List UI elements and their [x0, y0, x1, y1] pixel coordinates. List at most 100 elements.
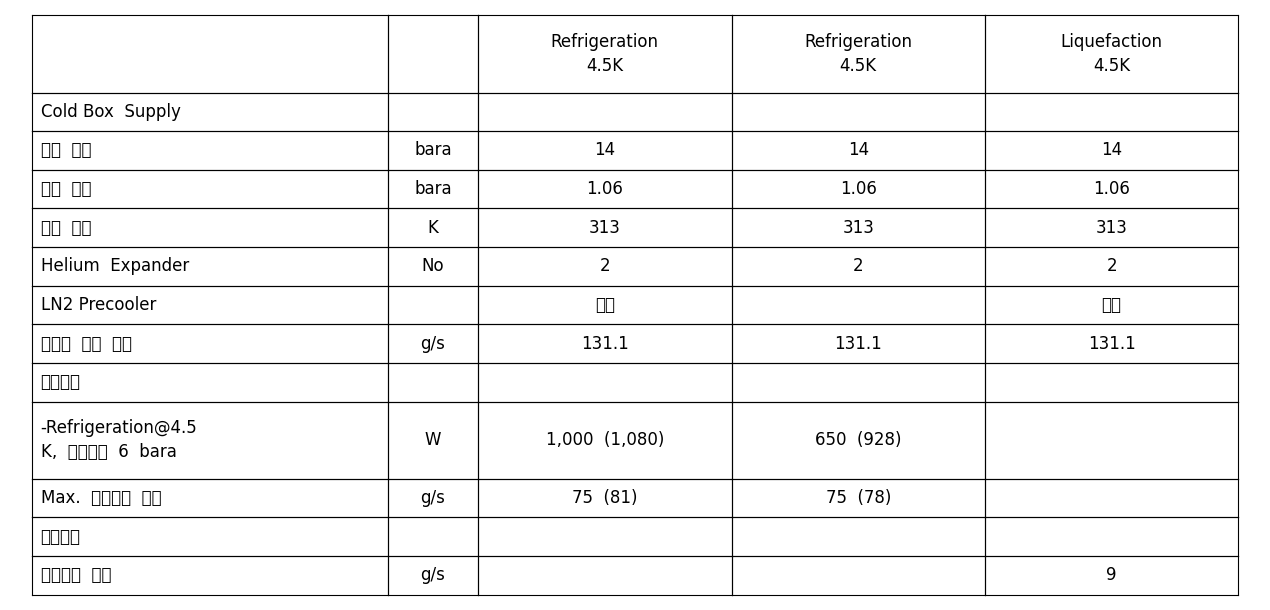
Bar: [986, 15, 1238, 93]
Text: 75  (81): 75 (81): [572, 489, 638, 507]
Bar: [732, 517, 986, 556]
Text: 사용: 사용: [594, 296, 615, 314]
Text: 131.1: 131.1: [1087, 335, 1135, 353]
Text: 313: 313: [842, 219, 874, 237]
Bar: [32, 517, 387, 556]
Text: 공급  압력: 공급 압력: [41, 142, 91, 159]
Bar: [986, 325, 1238, 363]
Bar: [32, 131, 387, 170]
Bar: [986, 93, 1238, 131]
Text: 9: 9: [1106, 567, 1116, 584]
Bar: [732, 479, 986, 517]
Bar: [478, 401, 732, 479]
Bar: [387, 363, 478, 401]
Text: Liquefaction
4.5K: Liquefaction 4.5K: [1060, 33, 1162, 74]
Bar: [387, 401, 478, 479]
Bar: [478, 556, 732, 595]
Bar: [478, 517, 732, 556]
Text: W: W: [424, 431, 441, 449]
Bar: [32, 247, 387, 285]
Bar: [732, 247, 986, 285]
Text: 313: 313: [589, 219, 621, 237]
Text: Helium  Expander: Helium Expander: [41, 257, 189, 275]
Bar: [986, 131, 1238, 170]
Bar: [32, 363, 387, 401]
Text: 650  (928): 650 (928): [815, 431, 902, 449]
Bar: [732, 285, 986, 325]
Text: 공급  온도: 공급 온도: [41, 219, 91, 237]
Bar: [986, 209, 1238, 247]
Text: bara: bara: [414, 142, 452, 159]
Text: g/s: g/s: [420, 567, 446, 584]
Bar: [478, 93, 732, 131]
Text: 75  (78): 75 (78): [826, 489, 890, 507]
Bar: [387, 517, 478, 556]
Bar: [986, 479, 1238, 517]
Text: 2: 2: [599, 257, 610, 275]
Text: 액화성능: 액화성능: [41, 528, 80, 546]
Text: 냉동성능: 냉동성능: [41, 373, 80, 391]
Text: 1.06: 1.06: [839, 180, 876, 198]
Text: -Refrigeration@4.5
K,  공급압력  6  bara: -Refrigeration@4.5 K, 공급압력 6 bara: [41, 420, 197, 461]
Bar: [32, 401, 387, 479]
Text: 313: 313: [1096, 219, 1128, 237]
Bar: [32, 556, 387, 595]
Bar: [732, 15, 986, 93]
Bar: [32, 285, 387, 325]
Text: 131.1: 131.1: [580, 335, 629, 353]
Text: No: No: [422, 257, 444, 275]
Bar: [986, 517, 1238, 556]
Bar: [32, 93, 387, 131]
Text: 2: 2: [1106, 257, 1116, 275]
Bar: [732, 209, 986, 247]
Bar: [387, 131, 478, 170]
Bar: [387, 209, 478, 247]
Bar: [732, 556, 986, 595]
Text: 사용: 사용: [1101, 296, 1121, 314]
Text: Cold Box  Supply: Cold Box Supply: [41, 103, 180, 121]
Bar: [478, 325, 732, 363]
Bar: [478, 285, 732, 325]
Text: 2: 2: [853, 257, 864, 275]
Bar: [732, 131, 986, 170]
Bar: [732, 325, 986, 363]
Bar: [478, 170, 732, 209]
Bar: [387, 170, 478, 209]
Bar: [986, 363, 1238, 401]
Bar: [732, 363, 986, 401]
Bar: [478, 131, 732, 170]
Bar: [732, 170, 986, 209]
Bar: [387, 325, 478, 363]
Bar: [732, 401, 986, 479]
Text: Refrigeration
4.5K: Refrigeration 4.5K: [804, 33, 912, 74]
Text: 14: 14: [1101, 142, 1123, 159]
Text: 회수  압력: 회수 압력: [41, 180, 91, 198]
Bar: [387, 93, 478, 131]
Bar: [387, 15, 478, 93]
Text: g/s: g/s: [420, 489, 446, 507]
Bar: [478, 247, 732, 285]
Bar: [387, 556, 478, 595]
Bar: [387, 285, 478, 325]
Text: 1.06: 1.06: [587, 180, 624, 198]
Bar: [387, 247, 478, 285]
Bar: [32, 170, 387, 209]
Bar: [732, 93, 986, 131]
Bar: [32, 479, 387, 517]
Text: K: K: [428, 219, 438, 237]
Bar: [986, 247, 1238, 285]
Text: g/s: g/s: [420, 335, 446, 353]
Bar: [387, 479, 478, 517]
Text: Max.  임계헬륨  유량: Max. 임계헬륨 유량: [41, 489, 161, 507]
Bar: [986, 401, 1238, 479]
Text: bara: bara: [414, 180, 452, 198]
Text: 14: 14: [847, 142, 869, 159]
Text: 1,000  (1,080): 1,000 (1,080): [546, 431, 664, 449]
Text: 순수헬륨  사용: 순수헬륨 사용: [41, 567, 112, 584]
Bar: [986, 170, 1238, 209]
Text: 1.06: 1.06: [1093, 180, 1130, 198]
Text: 14: 14: [594, 142, 616, 159]
Text: Refrigeration
4.5K: Refrigeration 4.5K: [551, 33, 659, 74]
Bar: [986, 285, 1238, 325]
Bar: [32, 325, 387, 363]
